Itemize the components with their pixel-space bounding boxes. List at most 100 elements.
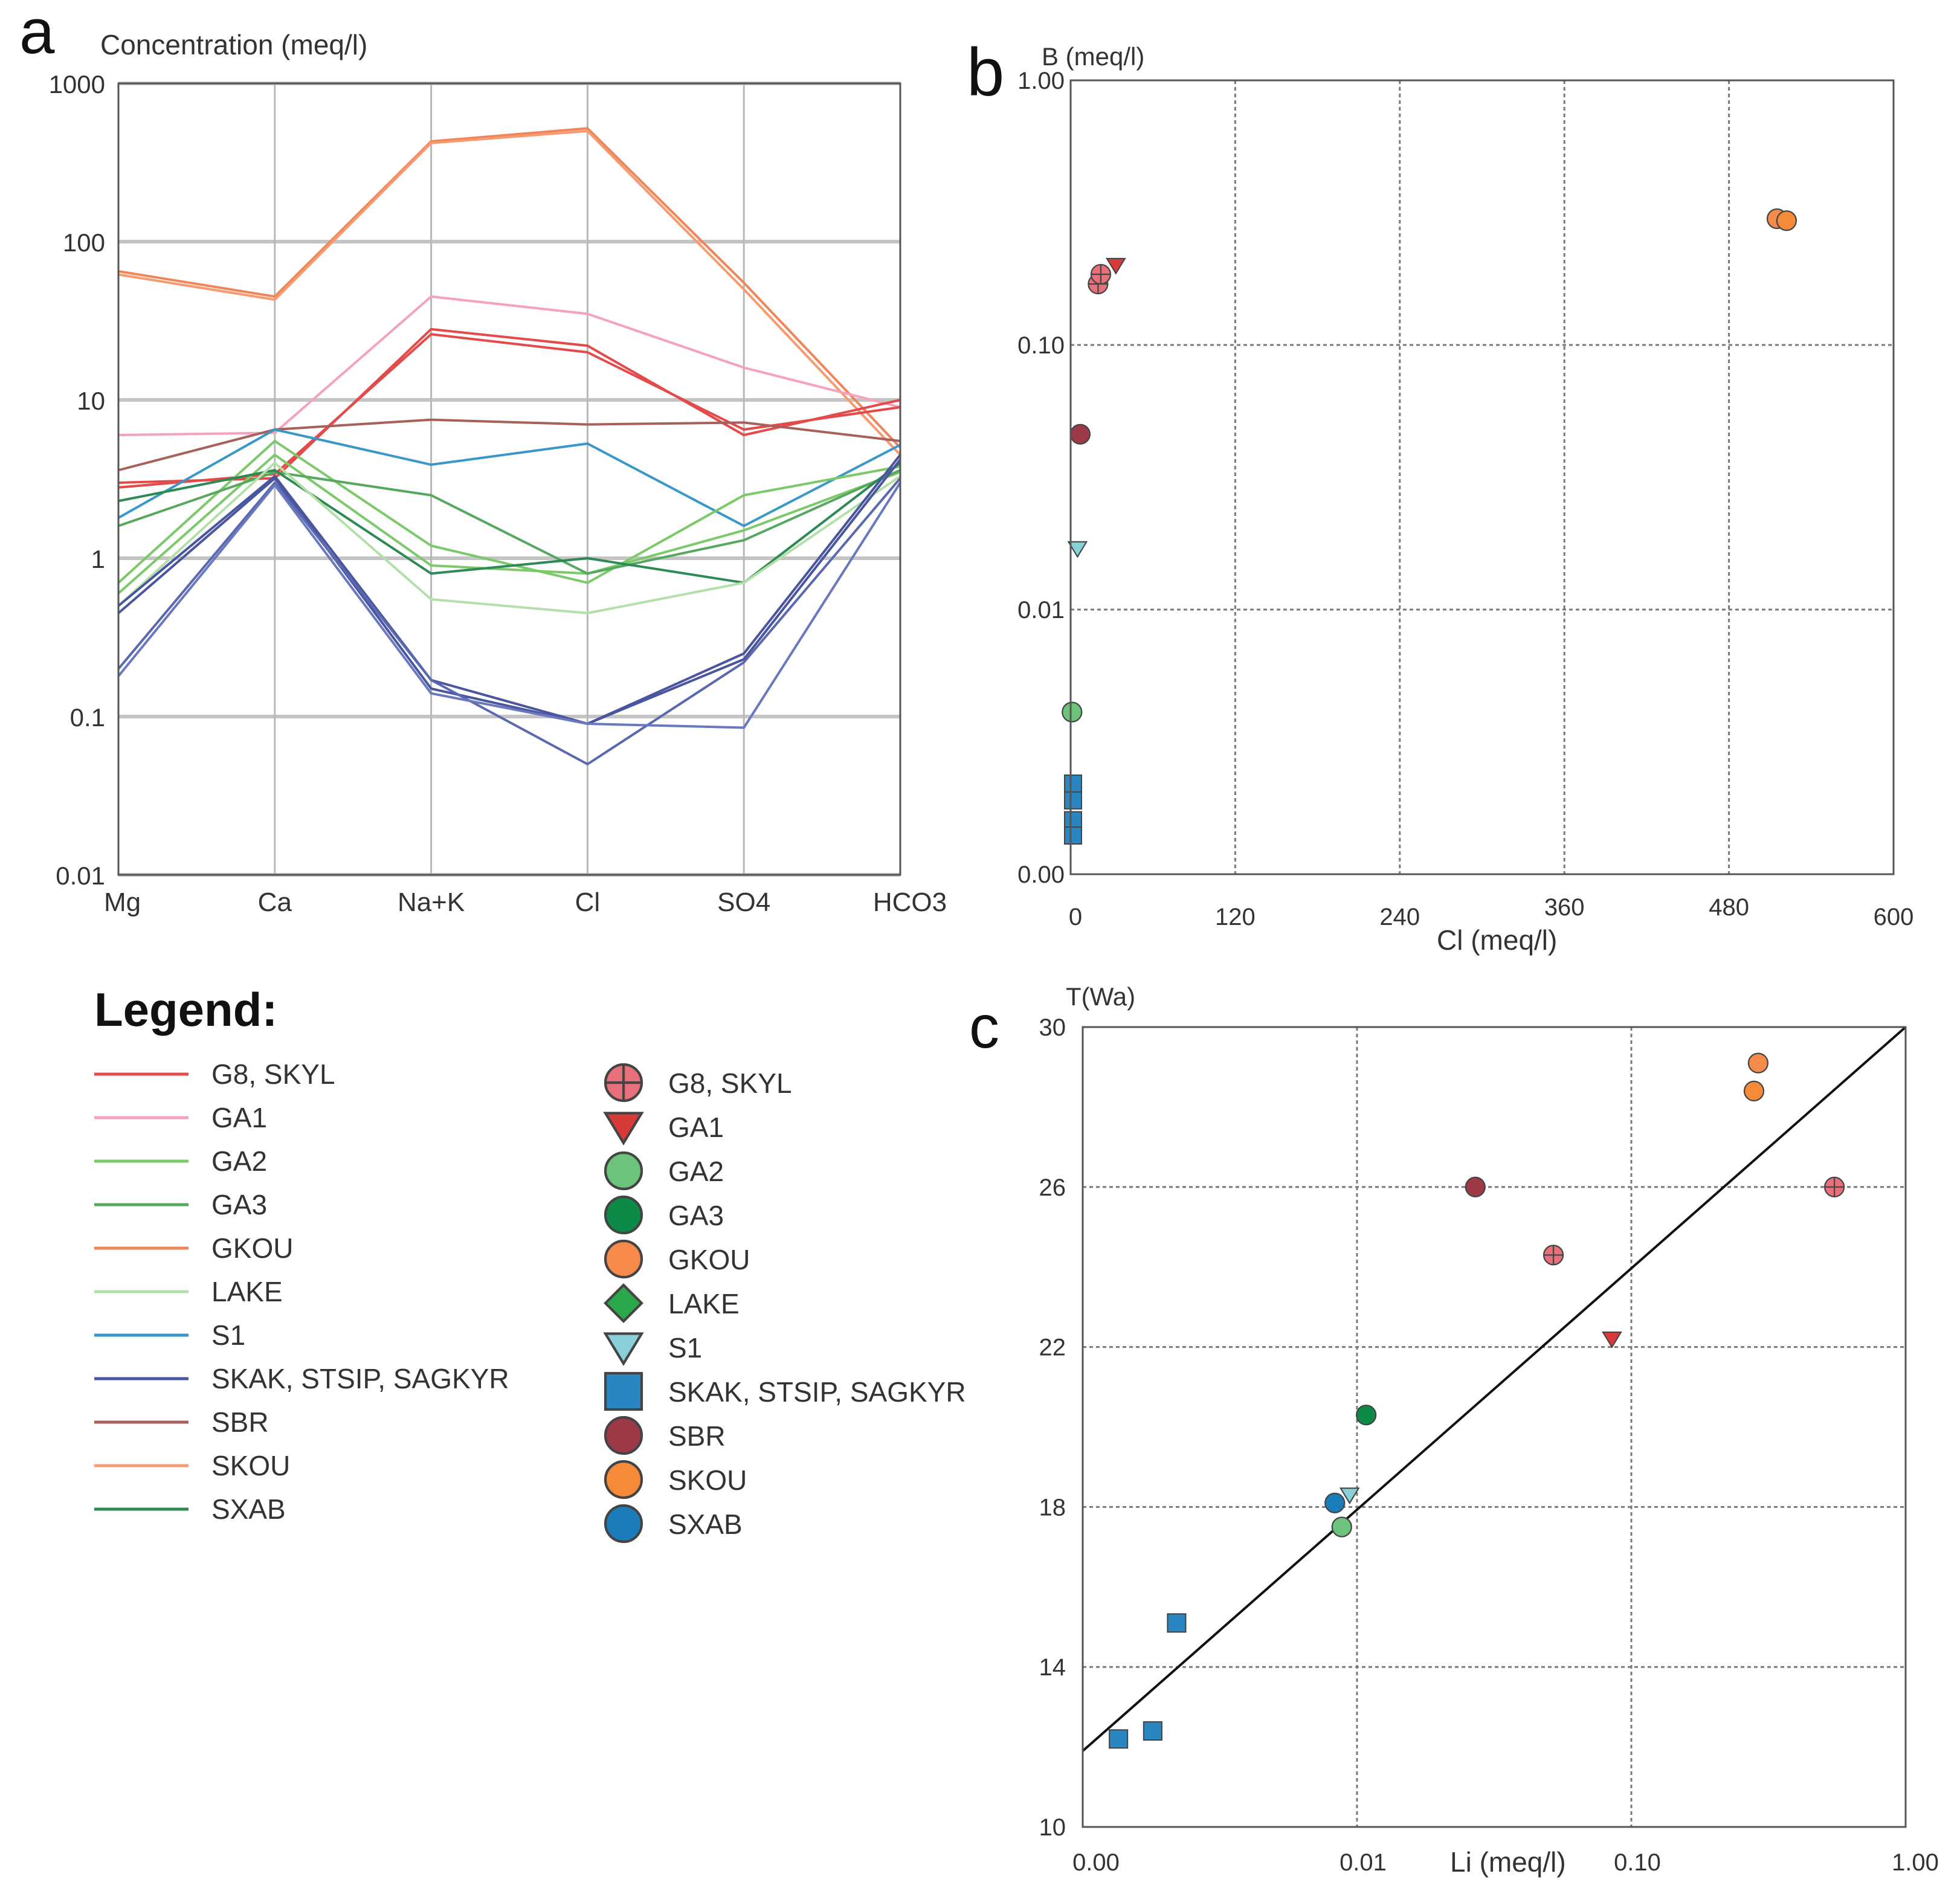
panel-c-ytick-label: 18 — [1039, 1494, 1066, 1521]
legend-marker-label: SXAB — [668, 1509, 743, 1540]
legend: Legend: G8, SKYL GA1 GA2 GA3 GKOU LAKE S1 SKAK,… — [94, 983, 966, 1544]
panel-b-ytick-label: 0.00 — [1017, 862, 1065, 888]
legend-line-entries: G8, SKYL GA1 GA2 GA3 GKOU LAKE S1 SKAK, STSIP, … — [94, 1058, 509, 1525]
panel-c-grid — [1083, 1027, 1906, 1827]
panel-b-point — [1064, 826, 1082, 845]
legend-marker-label: G8, SKYL — [668, 1068, 792, 1099]
panel-b: b B (meq/l) 1.00 0.10 0.01 0.00 0 120 240 360 4… — [967, 34, 1913, 956]
panel-b-xtick-label: 240 — [1379, 904, 1420, 930]
legend-marker-symbol — [604, 1504, 643, 1544]
panel-c-xtick-label: 0.01 — [1339, 1849, 1387, 1876]
panel-a-series-line-13 — [117, 459, 901, 725]
panel-letter-c: c — [969, 993, 999, 1061]
panel-b-xtick-label: 600 — [1874, 904, 1914, 930]
panel-c-point-shape — [1143, 1721, 1162, 1741]
panel-a-series-line-3 — [118, 327, 901, 484]
panel-a-series-line-5 — [118, 418, 901, 472]
legend-marker-symbol-shape — [604, 1504, 643, 1544]
panel-b-point-shape — [1064, 775, 1082, 793]
panel-c-xlabel: Li (meq/l) — [1450, 1846, 1566, 1878]
legend-marker-label: GA1 — [668, 1112, 724, 1143]
legend-marker-symbol — [603, 1112, 644, 1146]
legend-marker-symbol — [603, 1332, 644, 1367]
panel-c-point — [1324, 1492, 1346, 1513]
panel-c-ytick-label: 30 — [1039, 1014, 1066, 1041]
panel-a-ytick-label: 1000 — [49, 70, 105, 98]
panel-a-y-ticks: 1000 100 10 1 0.1 0.01 — [49, 70, 105, 890]
panel-b-xtick-label: 360 — [1544, 894, 1585, 921]
legend-marker-label: GKOU — [668, 1244, 750, 1275]
legend-marker-symbol-shape — [604, 1416, 643, 1455]
panel-c-point — [1339, 1487, 1360, 1505]
panel-a-series — [117, 127, 901, 765]
panel-b-xtick-label: 0 — [1069, 904, 1082, 930]
legend-marker-label: GA3 — [668, 1200, 724, 1231]
panel-b-xtick-label: 480 — [1709, 894, 1749, 921]
panel-b-point — [1064, 811, 1082, 829]
panel-a-x-ticks: Mg Ca Na+K Cl SO4 HCO3 — [104, 887, 947, 917]
panel-b-point — [1776, 210, 1797, 231]
panel-a-series-line-1 — [118, 129, 901, 456]
panel-c-point-shape — [1465, 1176, 1486, 1197]
legend-marker-symbol — [604, 1151, 643, 1191]
legend-marker-symbol — [604, 1283, 643, 1323]
panel-a-ytick-label: 1 — [91, 545, 105, 573]
panel-b-point — [1069, 424, 1091, 445]
panel-c: c T(Wa) 30 26 22 18 14 10 0.00 0.01 0.10 1.00 Li… — [969, 982, 1939, 1878]
panel-c-point — [1143, 1721, 1162, 1741]
panel-b-grid — [1071, 80, 1894, 874]
panel-c-point-shape — [1356, 1405, 1377, 1426]
panel-a-title: Concentration (meq/l) — [100, 29, 367, 60]
panel-c-point — [1602, 1332, 1622, 1348]
legend-line-label: LAKE — [211, 1276, 283, 1307]
panel-c-point — [1331, 1516, 1352, 1538]
legend-line-label: SBR — [211, 1406, 269, 1438]
panel-c-point-shape — [1109, 1729, 1129, 1749]
panel-b-ytick-label: 1.00 — [1017, 68, 1065, 94]
panel-c-point-shape — [1324, 1492, 1346, 1513]
legend-line-label: SXAB — [211, 1493, 286, 1525]
panel-b-point-shape — [1064, 791, 1082, 810]
panel-b-xlabel: Cl (meq/l) — [1437, 924, 1557, 956]
panel-a-series-line-9 — [118, 469, 901, 575]
legend-title: Legend: — [94, 983, 277, 1036]
panel-b-points — [1062, 208, 1797, 845]
panel-a-series-line-8 — [117, 453, 901, 594]
panel-c-frame — [1082, 1026, 1907, 1828]
panel-c-ytick-label: 10 — [1039, 1814, 1066, 1841]
panel-letter-a: a — [19, 0, 55, 67]
panel-c-xtick-label: 0.10 — [1614, 1849, 1661, 1876]
panel-c-point — [1465, 1176, 1486, 1197]
panel-c-ytick-label: 22 — [1039, 1335, 1066, 1361]
panel-b-x-ticks: 0 120 240 360 480 600 — [1069, 894, 1914, 930]
legend-marker-symbol-shape — [604, 1239, 643, 1279]
legend-marker-symbol — [604, 1416, 643, 1455]
panel-c-ylabel: T(Wa) — [1066, 982, 1135, 1011]
panel-a-xtick-label: HCO3 — [873, 887, 947, 917]
panel-a-series-line-14 — [117, 477, 901, 765]
legend-marker-label: SKAK, STSIP, SAGKYR — [668, 1376, 966, 1408]
panel-c-point-shape — [1602, 1332, 1622, 1348]
panel-c-ytick-label: 14 — [1039, 1654, 1066, 1681]
panel-c-point — [1543, 1245, 1564, 1266]
legend-marker-symbol — [604, 1460, 643, 1499]
legend-line-label: GA2 — [211, 1145, 267, 1177]
panel-c-point — [1747, 1052, 1769, 1074]
panel-b-point — [1067, 541, 1088, 558]
panel-letter-b: b — [967, 34, 1004, 110]
panel-b-xtick-label: 120 — [1215, 904, 1256, 930]
legend-marker-symbol-shape — [604, 1460, 643, 1499]
panel-a-xtick-label: Cl — [575, 887, 601, 917]
panel-a-ytick-label: 0.01 — [56, 862, 105, 890]
panel-c-point-shape — [1747, 1052, 1769, 1074]
panel-b-point — [1090, 263, 1112, 285]
panel-b-point-shape — [1064, 826, 1082, 845]
panel-c-point-shape — [1339, 1487, 1360, 1505]
panel-c-fit-line — [1082, 1026, 1907, 1752]
panel-a-xtick-label: Mg — [104, 887, 141, 917]
legend-marker-label: SBR — [668, 1420, 726, 1452]
legend-marker-symbol-shape — [604, 1283, 643, 1323]
panel-c-xtick-label: 0.00 — [1072, 1849, 1120, 1876]
panel-a-ytick-label: 100 — [63, 228, 105, 257]
legend-line-label: GA3 — [211, 1189, 267, 1220]
